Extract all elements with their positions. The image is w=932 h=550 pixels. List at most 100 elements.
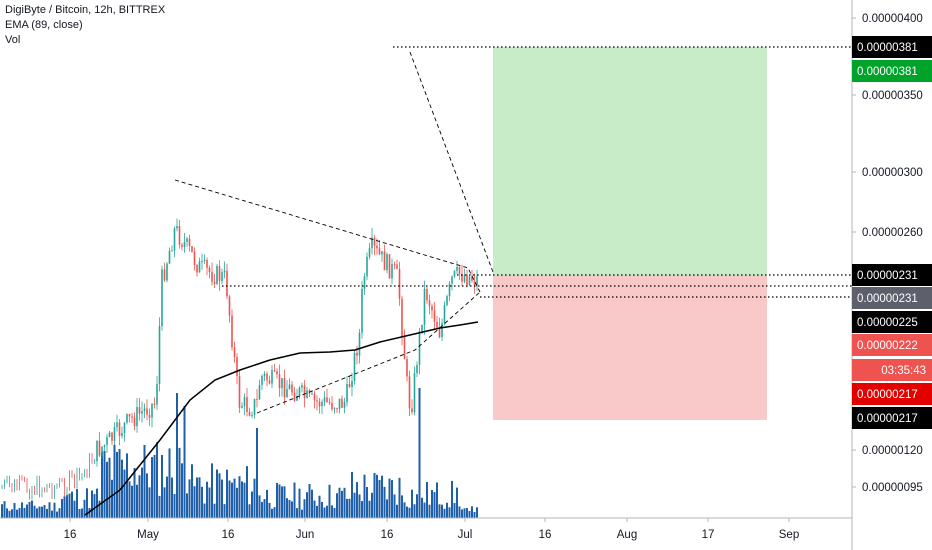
volume-bar (93, 494, 96, 518)
candle-body (426, 288, 428, 301)
candle-body (213, 281, 216, 284)
volume-bar (328, 484, 331, 518)
candle-body (473, 280, 476, 286)
volume-bar (443, 508, 446, 518)
long-position-tool[interactable] (493, 47, 767, 420)
candle-body (168, 250, 171, 264)
triangle-upper-line (174, 179, 481, 293)
symbol-title[interactable]: DigiByte / Bitcoin, 12h, BITTREX (5, 4, 166, 16)
candle-body (363, 276, 366, 289)
volume-bar (416, 494, 418, 518)
candle-body (203, 259, 206, 262)
candle-body (273, 370, 276, 372)
price-tag-label: 03:35:43 (881, 365, 926, 377)
candle-body (131, 416, 133, 418)
candle-body (108, 432, 111, 438)
volume-bar (438, 504, 441, 518)
volume-bar (133, 467, 136, 518)
candle-body (356, 352, 358, 356)
volume-bar (391, 480, 393, 518)
volume-bar (136, 484, 138, 518)
volume-bar (111, 479, 113, 518)
volume-bar (121, 459, 123, 518)
volume-bar (336, 493, 338, 518)
candle-body (233, 347, 236, 358)
volume-bar (348, 498, 351, 518)
candle-body (141, 411, 143, 414)
volume-bar (16, 509, 18, 518)
volume-bar (413, 504, 416, 518)
candle-body (226, 270, 228, 297)
volume-bar (1, 504, 3, 518)
candle-body (316, 400, 318, 402)
volume-bar (468, 510, 471, 518)
volume-bar (436, 482, 438, 518)
y-tick-label: 0.00000400 (862, 13, 923, 25)
profit-zone (493, 47, 767, 275)
volume-bar (453, 502, 456, 518)
candle-body (156, 383, 158, 405)
volume-bars (1, 388, 478, 518)
candle-body (298, 387, 301, 396)
volume-bar (98, 500, 101, 518)
volume-bar (36, 508, 38, 518)
candle-body (198, 261, 201, 273)
ema-polyline (84, 321, 479, 516)
candle-body (208, 267, 211, 273)
volume-bar (423, 502, 426, 518)
candle-body (128, 414, 131, 417)
volume-bar (203, 503, 206, 518)
volume-bar (276, 482, 278, 518)
candle-body (451, 276, 453, 284)
candle-body (98, 440, 101, 456)
volume-bar (178, 447, 181, 518)
volume-bar (333, 507, 336, 518)
loss-zone (493, 275, 767, 420)
price-tag-label: 0.00000381 (857, 42, 918, 54)
price-tag-bg (852, 287, 932, 309)
projection-line (409, 51, 494, 273)
price-tag: 0.00000222 (852, 334, 932, 356)
x-tick-label: 16 (64, 529, 77, 541)
candle-body (366, 256, 368, 277)
candle-body (411, 408, 413, 413)
y-tick-label: 0.00000120 (862, 445, 923, 457)
volume-bar (381, 475, 383, 518)
volume-bar (71, 491, 73, 518)
volume-bar (56, 511, 58, 518)
volume-bar (298, 488, 301, 518)
candle-body (116, 422, 118, 428)
trendline-drawings[interactable] (174, 46, 852, 414)
x-tick-label: 16 (381, 529, 394, 541)
candle-body (463, 275, 466, 282)
volume-bar (466, 508, 468, 518)
volume-bar (281, 486, 283, 518)
candle-body (103, 445, 106, 447)
volume-bar (323, 507, 326, 518)
candle-body (286, 389, 288, 398)
volume-bar (51, 510, 53, 518)
candle-body (406, 359, 408, 377)
candle-body (211, 272, 213, 282)
candle-body (163, 269, 166, 281)
candle-body (206, 259, 208, 268)
ema-legend[interactable]: EMA (89, close) (5, 19, 83, 31)
candle-body (341, 398, 343, 408)
candle-body (331, 402, 333, 410)
candle-body (266, 373, 268, 381)
volume-bar (473, 512, 476, 518)
candle-body (133, 417, 136, 427)
volume-bar (113, 444, 116, 518)
candle-body (328, 401, 331, 403)
candle-body (106, 437, 108, 446)
volume-bar (58, 508, 61, 518)
candle-body (446, 296, 448, 305)
volume-legend[interactable]: Vol (5, 34, 21, 46)
volume-bar (33, 505, 36, 518)
volume-bar (366, 487, 368, 518)
price-tag: 0.00000381 (852, 60, 932, 82)
volume-bar (118, 449, 121, 518)
volume-bar (311, 489, 313, 518)
candle-body (111, 432, 113, 441)
